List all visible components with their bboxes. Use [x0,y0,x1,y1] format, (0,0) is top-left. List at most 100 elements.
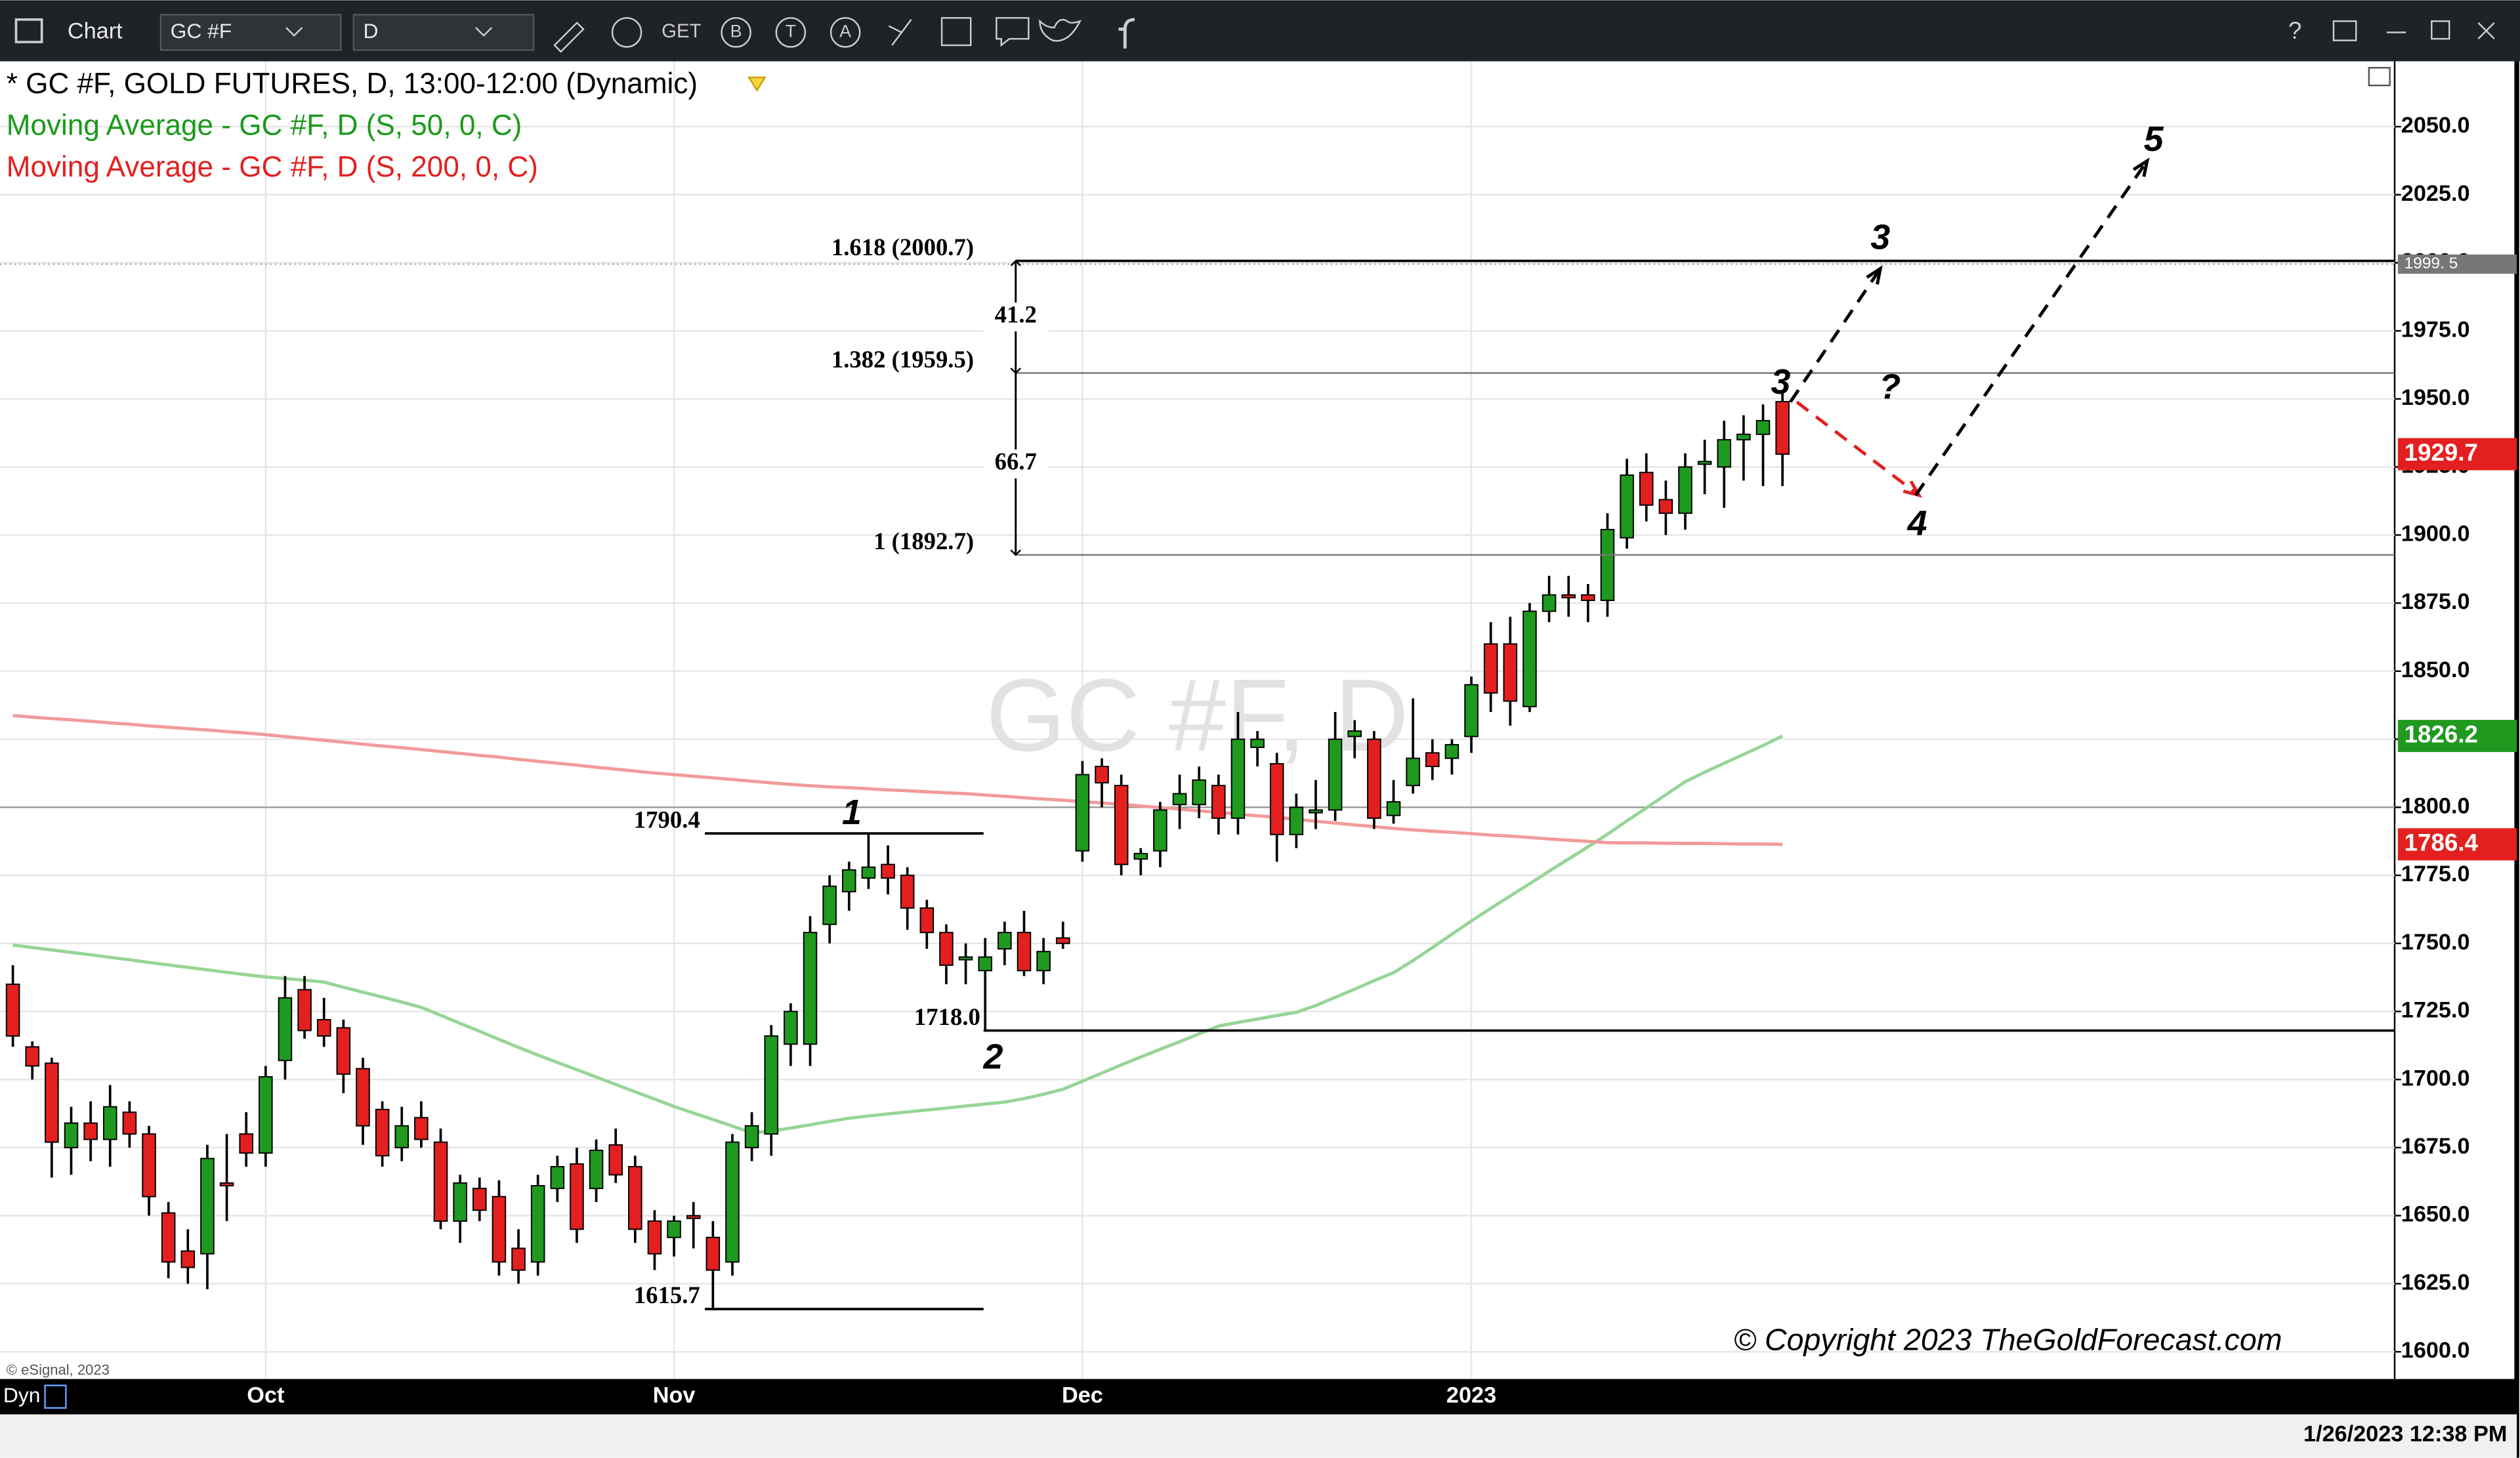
candle-body [64,1122,79,1148]
candle-body [705,1236,721,1271]
measure-bg [983,302,1048,332]
y-tick-label: 2050.0 [2401,113,2470,138]
candle-body [1309,809,1323,814]
plot-area: 1600.0 1625.0 1650.0 1675.0 1700.0 1725.0 1750… [0,61,2517,1379]
study-icon[interactable] [611,17,642,48]
fib-label: 1.618 (2000.7) [831,234,974,260]
candle-body [394,1125,410,1148]
projection-arrow [1789,267,1882,404]
fib-label: 1.382 (1959.5) [831,346,974,373]
draw-icon[interactable] [553,21,585,53]
candle-body [1755,420,1771,435]
candle-body [1736,433,1751,441]
candle-body [1522,610,1537,707]
candle-body [939,932,954,966]
swing-label: 1718.0 [914,1003,980,1030]
window-icon[interactable] [2332,20,2357,41]
y-tick-label: 1725.0 [2401,998,2470,1023]
app-label: Chart [68,18,123,43]
facebook-icon[interactable] [1118,18,1135,49]
moving-average-line [12,734,1784,1135]
toolbar-button[interactable]: A [839,21,851,41]
timestamp: 1/26/2023 12:38 PM [2303,1421,2508,1446]
candle-body [1581,594,1595,601]
candle-body [1036,951,1051,972]
projection-arrow [1914,159,2149,497]
candle-body [881,864,895,879]
price-badge-label: 1999. 5 [2404,255,2458,272]
candle-body [842,869,856,892]
candle-body [1620,474,1634,539]
candle-body [1367,738,1381,819]
interval-select[interactable] [352,14,535,51]
x-tick-label: Nov [653,1383,696,1408]
candle-body [744,1125,759,1148]
tool-icon[interactable] [888,19,912,46]
candle-body [1678,466,1692,514]
price-badge [2397,254,2517,274]
button-ring [721,17,751,48]
y-tick-label: 1750.0 [2401,930,2470,955]
candle-body [1192,779,1206,806]
candle-body [83,1122,98,1140]
price-badge [2397,438,2517,470]
candle-body [239,1133,253,1154]
lock-icon[interactable] [44,1385,67,1409]
help-icon[interactable]: ? [2288,17,2301,44]
swing-label: 1790.4 [634,806,700,833]
wave-label: ? [1880,367,1901,406]
watermark: GC #F, D [986,658,1408,773]
dropdown-arrow [285,27,303,37]
candle-body [958,956,973,961]
fib-tick [1010,367,1021,375]
symbol: GC #F [171,19,232,43]
fib-label: 1 (1892.7) [873,528,974,554]
y-tick-label: 1675.0 [2401,1134,2470,1159]
candle-body [1095,766,1109,783]
candle-body [1269,762,1284,835]
candle-body [998,932,1012,950]
candle-body [453,1182,467,1222]
candle-body [1717,439,1732,468]
candle-body [511,1247,526,1271]
restore[interactable] [2431,20,2450,40]
candle-body [5,984,20,1037]
candle-body [1658,499,1673,514]
candle-body [530,1185,545,1263]
candle-body [628,1166,642,1230]
candle-body [1483,643,1498,694]
candle-body [492,1196,507,1263]
candle-body [725,1141,740,1263]
candle-body [278,997,293,1062]
candle-body [472,1188,487,1211]
panel-button[interactable] [2368,67,2391,87]
candle-body [375,1108,390,1157]
toolbar-button[interactable]: B [730,21,742,41]
candle-body [102,1106,117,1140]
candle-body [686,1215,701,1219]
comment-icon[interactable] [996,17,1030,47]
y-tick-label: 1700.0 [2401,1066,2470,1091]
candle-body [1328,738,1343,811]
symbol-select[interactable] [159,14,342,51]
candle-body [919,907,934,934]
fib-tick [1010,549,1021,556]
button-ring [775,17,807,48]
price-badge-label: 1929.7 [2404,439,2478,466]
candle-body [822,885,837,925]
note-icon[interactable] [940,17,972,47]
y-tick-label: 1900.0 [2401,521,2470,546]
wave-label: 1 [842,793,862,832]
x-tick-label: Dec [1062,1383,1103,1408]
twitter-icon[interactable] [1039,18,1082,42]
candle-body [608,1144,623,1176]
candle-body [803,932,818,1045]
close[interactable] [2477,22,2495,40]
y-tick-label: 1850.0 [2401,657,2470,682]
toolbar-button[interactable]: GET [662,20,701,42]
toolbar-button[interactable]: T [786,21,796,41]
candle-body [142,1133,156,1198]
swing-label: 1615.7 [634,1281,700,1308]
